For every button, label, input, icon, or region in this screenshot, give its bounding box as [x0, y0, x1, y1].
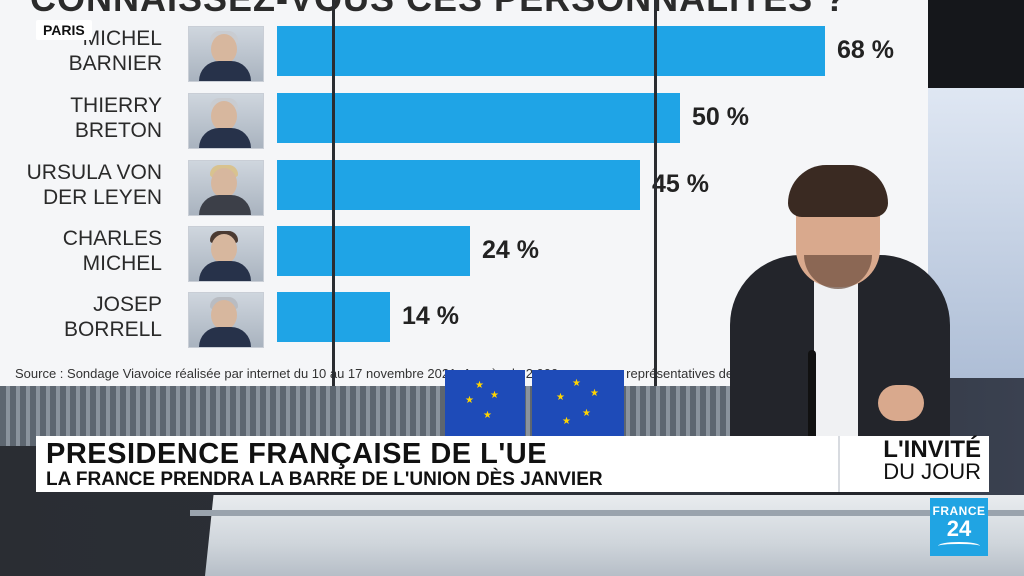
poll-row: URSULA VON DER LEYEN 45 %	[0, 160, 928, 216]
show-title: L'INVITÉ DU JOUR	[883, 436, 981, 484]
person-photo	[188, 292, 264, 348]
logo-brand: FRANCE	[932, 504, 986, 518]
person-name: CHARLES MICHEL	[62, 227, 162, 275]
studio-desk	[205, 495, 1024, 576]
percent-label: 68 %	[837, 36, 894, 64]
percent-label: 24 %	[482, 236, 539, 264]
poll-bar	[277, 160, 640, 210]
poll-title: CONNAISSEZ-VOUS CES PERSONNALITÉS ?	[30, 0, 847, 20]
poll-bar	[277, 226, 470, 276]
show-title-line2: DU JOUR	[883, 459, 981, 484]
person-name: JOSEP BORRELL	[63, 293, 162, 341]
poll-row: THIERRY BRETON 50 %	[0, 93, 928, 149]
poll-bar	[277, 26, 825, 76]
subheadline: LA FRANCE PRENDRA LA BARRE DE L'UNION DÈ…	[46, 469, 603, 490]
channel-logo: FRANCE 24	[930, 498, 988, 556]
banner-separator	[838, 436, 840, 492]
screen-seam	[332, 0, 335, 386]
logo-swoosh-icon	[938, 542, 980, 550]
percent-label: 45 %	[652, 170, 709, 198]
show-title-line1: L'INVITÉ	[883, 436, 981, 463]
desk-edge	[190, 510, 1024, 516]
poll-row: MICHEL BARNIER 68 %	[0, 26, 928, 82]
person-name: MICHEL BARNIER	[68, 27, 162, 75]
percent-label: 50 %	[692, 103, 749, 131]
person-photo	[188, 26, 264, 82]
eu-flag-right: ★ ★ ★ ★ ★	[532, 370, 624, 440]
person-name: THIERRY BRETON	[70, 94, 162, 142]
percent-label: 14 %	[402, 302, 459, 330]
poll-source: Source : Sondage Viavoice réalisée par i…	[15, 366, 734, 381]
person-photo	[188, 93, 264, 149]
logo-number: 24	[946, 516, 972, 541]
poll-row: CHARLES MICHEL 24 %	[0, 226, 928, 282]
location-tag: PARIS	[36, 20, 92, 40]
headline: PRESIDENCE FRANÇAISE DE L'UE	[46, 438, 548, 470]
person-name: URSULA VON DER LEYEN	[26, 161, 162, 209]
screen-seam	[654, 0, 657, 386]
microphone	[808, 350, 816, 440]
lower-third-banner: PRESIDENCE FRANÇAISE DE L'UE LA FRANCE P…	[36, 436, 989, 492]
eu-flag-left: ★ ★ ★ ★	[445, 370, 525, 440]
person-photo	[188, 226, 264, 282]
poll-bar	[277, 93, 680, 143]
person-photo	[188, 160, 264, 216]
studio-ceiling	[928, 0, 1024, 88]
